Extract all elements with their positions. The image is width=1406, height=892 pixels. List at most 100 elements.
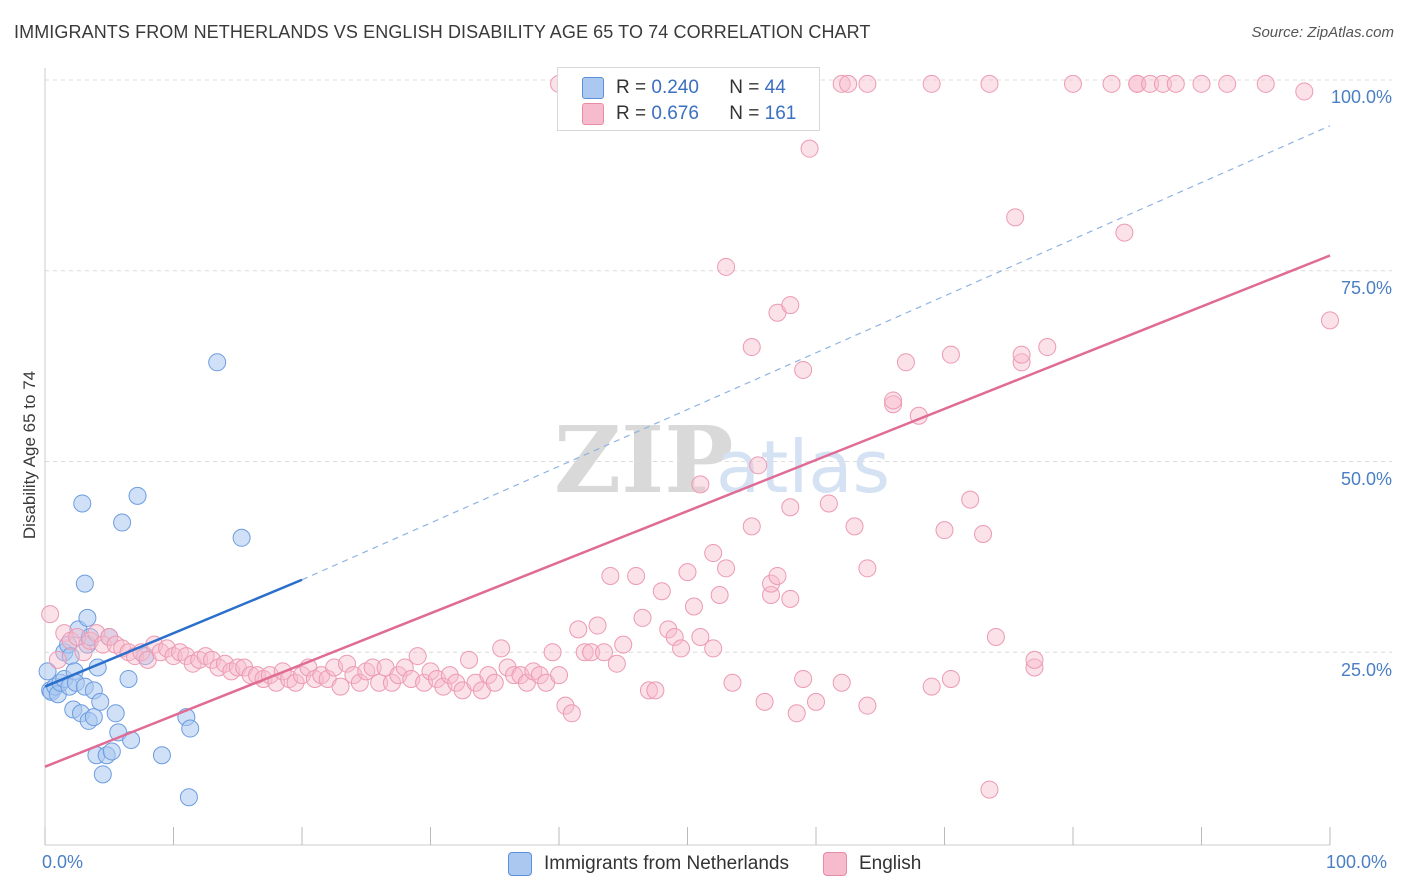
legend-r-value: 0.676 bbox=[651, 103, 699, 124]
legend-swatch-english bbox=[582, 103, 604, 125]
point-english bbox=[768, 566, 787, 585]
legend-n-value: 44 bbox=[764, 77, 786, 98]
point-english bbox=[614, 635, 633, 654]
watermark-atlas: atlas bbox=[716, 425, 890, 509]
point-english bbox=[646, 681, 665, 700]
point-english bbox=[530, 666, 549, 685]
point-english bbox=[800, 139, 819, 158]
point-english bbox=[762, 574, 781, 593]
point-english bbox=[575, 643, 594, 662]
point-english bbox=[704, 544, 723, 563]
point-english bbox=[723, 673, 742, 692]
point-english bbox=[1006, 208, 1025, 227]
point-english bbox=[48, 650, 67, 669]
point-english bbox=[742, 338, 761, 357]
point-english bbox=[974, 524, 993, 543]
point-english bbox=[1012, 345, 1031, 364]
point-english bbox=[832, 74, 851, 93]
point-english bbox=[678, 563, 697, 582]
point-english bbox=[331, 677, 350, 696]
x-tick-label-min: 0.0% bbox=[42, 852, 84, 872]
point-english bbox=[627, 566, 646, 585]
legend-r-label: R = bbox=[616, 103, 647, 124]
legend-swatch-netherlands bbox=[582, 77, 604, 99]
point-english bbox=[941, 669, 960, 688]
point-english bbox=[1256, 74, 1275, 93]
trendline-netherlands bbox=[44, 578, 303, 688]
bottom-legend-label-netherlands: Immigrants from Netherlands bbox=[544, 853, 789, 874]
point-english bbox=[884, 391, 903, 410]
point-english bbox=[408, 647, 427, 666]
point-english bbox=[582, 643, 601, 662]
y-tick-label-25: 25.0% bbox=[1340, 660, 1392, 680]
point-english bbox=[607, 654, 626, 673]
point-english bbox=[691, 627, 710, 646]
point-english bbox=[395, 658, 414, 677]
point-netherlands bbox=[73, 494, 92, 513]
point-english bbox=[100, 627, 119, 646]
point-english bbox=[639, 681, 658, 700]
point-english bbox=[1295, 82, 1314, 101]
correlation-legend: R = 0.240 N = 44 R = 0.676 N = 161 bbox=[557, 67, 820, 131]
point-english bbox=[1064, 74, 1082, 93]
legend-r-value: 0.240 bbox=[651, 77, 699, 98]
point-english bbox=[884, 395, 903, 414]
point-english bbox=[1012, 353, 1031, 372]
point-netherlands bbox=[113, 513, 132, 532]
point-english bbox=[485, 673, 504, 692]
legend-n-value: 161 bbox=[764, 103, 797, 124]
bottom-legend-item-netherlands: Immigrants from Netherlands bbox=[508, 852, 789, 876]
point-english bbox=[961, 490, 980, 509]
point-english bbox=[1115, 223, 1134, 242]
point-netherlands bbox=[119, 669, 138, 688]
point-english bbox=[440, 666, 459, 685]
source-label: Source: ZipAtlas.com bbox=[1251, 24, 1394, 41]
point-netherlands bbox=[78, 608, 97, 627]
legend-r-label: R = bbox=[616, 77, 647, 98]
point-netherlands bbox=[232, 528, 251, 547]
legend-row-english: R = 0.676 N = 161 bbox=[582, 101, 796, 127]
point-netherlands bbox=[93, 765, 112, 784]
point-english bbox=[370, 673, 389, 692]
point-english bbox=[1141, 74, 1160, 93]
point-english bbox=[935, 521, 954, 540]
point-english bbox=[755, 692, 774, 711]
point-english bbox=[286, 673, 305, 692]
point-english bbox=[447, 673, 466, 692]
point-english bbox=[781, 498, 800, 517]
point-english bbox=[1321, 311, 1339, 330]
point-english bbox=[717, 257, 736, 276]
point-netherlands bbox=[84, 708, 103, 727]
point-english bbox=[807, 692, 825, 711]
trendline-english bbox=[44, 254, 1331, 768]
point-english bbox=[1128, 74, 1147, 93]
point-english bbox=[1025, 650, 1044, 669]
point-english bbox=[922, 74, 941, 93]
point-english bbox=[980, 780, 999, 799]
point-english bbox=[1038, 338, 1057, 357]
bottom-legend-swatch-netherlands bbox=[508, 852, 532, 876]
point-english bbox=[337, 654, 356, 673]
watermark-zip: ZIP bbox=[554, 406, 733, 514]
point-english bbox=[659, 620, 678, 639]
point-english bbox=[562, 704, 581, 723]
point-english bbox=[479, 666, 498, 685]
point-english bbox=[550, 666, 568, 685]
point-english bbox=[588, 616, 607, 635]
point-english bbox=[1102, 74, 1121, 93]
point-english bbox=[41, 605, 60, 624]
point-english bbox=[941, 345, 960, 364]
point-english bbox=[858, 74, 877, 93]
point-english bbox=[382, 673, 401, 692]
point-english bbox=[781, 589, 800, 608]
point-english bbox=[665, 627, 684, 646]
point-netherlands bbox=[181, 719, 200, 738]
point-english bbox=[492, 639, 511, 658]
point-english bbox=[710, 586, 729, 605]
point-english bbox=[74, 643, 93, 662]
point-english bbox=[794, 360, 813, 379]
point-english bbox=[980, 74, 999, 93]
point-netherlands bbox=[179, 788, 198, 807]
point-english bbox=[1166, 74, 1185, 93]
